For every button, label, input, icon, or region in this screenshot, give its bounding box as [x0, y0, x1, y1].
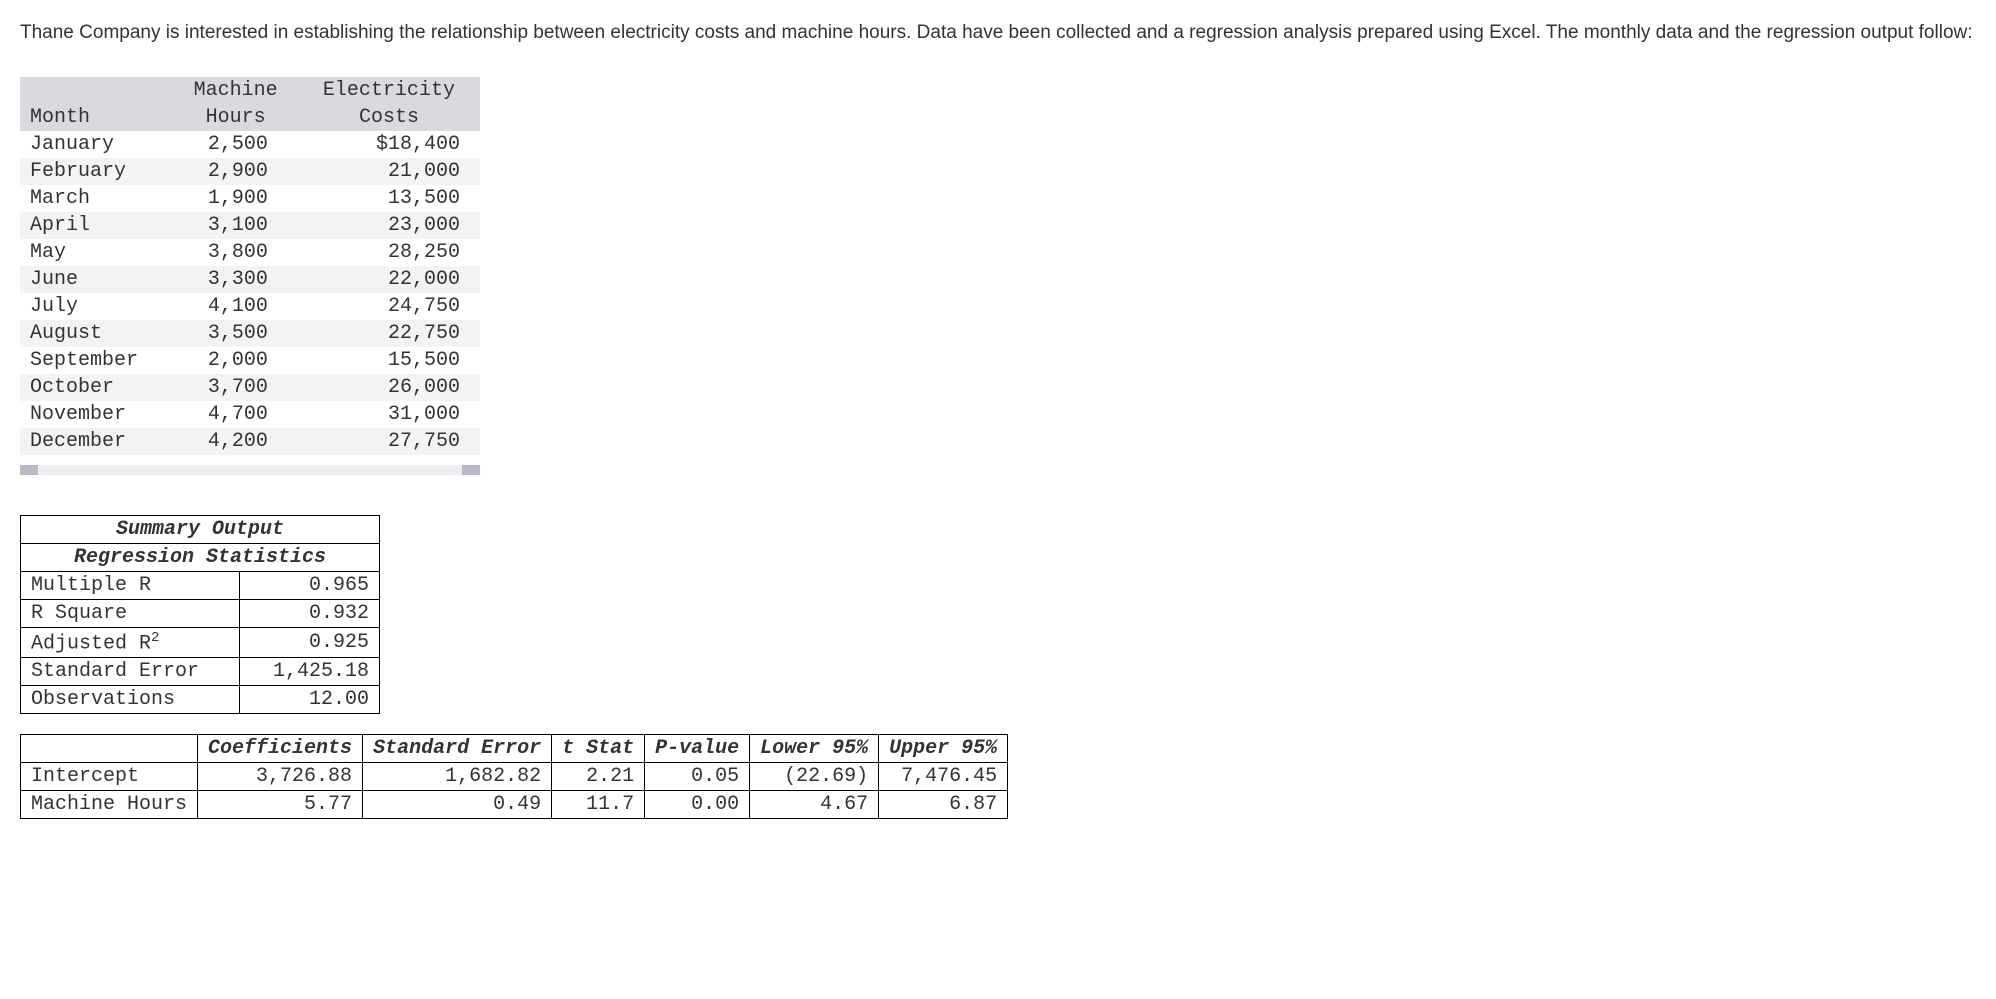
- coeff-header: t Stat: [552, 735, 645, 763]
- table-row: March1,90013,500: [20, 185, 480, 212]
- coeff-cell: 2.21: [552, 763, 645, 791]
- summary-label: Standard Error: [21, 658, 240, 686]
- cell-costs: 28,250: [298, 239, 480, 266]
- coeff-blank-header: [21, 735, 198, 763]
- cell-month: September: [20, 347, 173, 374]
- summary-row: Observations12.00: [21, 686, 380, 714]
- table-row: November4,70031,000: [20, 401, 480, 428]
- coeff-cell: 6.87: [879, 791, 1008, 819]
- cell-hours: 3,800: [173, 239, 298, 266]
- cell-month: January: [20, 131, 173, 158]
- cell-month: December: [20, 428, 173, 455]
- cell-costs: 22,000: [298, 266, 480, 293]
- cell-month: May: [20, 239, 173, 266]
- coeff-header: P-value: [645, 735, 750, 763]
- coeff-label: Intercept: [21, 763, 198, 791]
- coeff-cell: 0.00: [645, 791, 750, 819]
- summary-label: Adjusted R2: [21, 627, 240, 658]
- col-costs-header-1: Electricity: [298, 77, 480, 104]
- cell-hours: 4,700: [173, 401, 298, 428]
- table-row: February2,90021,000: [20, 158, 480, 185]
- summary-row: R Square0.932: [21, 599, 380, 627]
- monthly-data-table: Month Machine Electricity Hours Costs Ja…: [20, 77, 480, 455]
- cell-costs: 24,750: [298, 293, 480, 320]
- cell-costs: 31,000: [298, 401, 480, 428]
- cell-month: March: [20, 185, 173, 212]
- cell-hours: 2,900: [173, 158, 298, 185]
- summary-label: R Square: [21, 599, 240, 627]
- col-costs-header-2: Costs: [298, 104, 480, 131]
- col-month-header: Month: [20, 77, 173, 131]
- cell-hours: 3,100: [173, 212, 298, 239]
- table-row: May3,80028,250: [20, 239, 480, 266]
- cell-month: June: [20, 266, 173, 293]
- coeff-cell: 7,476.45: [879, 763, 1008, 791]
- cell-costs: 13,500: [298, 185, 480, 212]
- cell-hours: 4,200: [173, 428, 298, 455]
- summary-label: Multiple R: [21, 571, 240, 599]
- cell-costs: $18,400: [298, 131, 480, 158]
- cell-hours: 4,100: [173, 293, 298, 320]
- coeff-label: Machine Hours: [21, 791, 198, 819]
- intro-text: Thane Company is interested in establish…: [20, 20, 1976, 47]
- summary-row: Adjusted R20.925: [21, 627, 380, 658]
- col-hours-header-2: Hours: [173, 104, 298, 131]
- coeff-cell: 3,726.88: [198, 763, 363, 791]
- cell-costs: 21,000: [298, 158, 480, 185]
- summary-value: 0.925: [239, 627, 379, 658]
- cell-month: April: [20, 212, 173, 239]
- summary-value: 1,425.18: [239, 658, 379, 686]
- coefficients-table: CoefficientsStandard Errort StatP-valueL…: [20, 734, 1008, 819]
- summary-row: Multiple R0.965: [21, 571, 380, 599]
- coeff-header: Standard Error: [363, 735, 552, 763]
- table-row: September2,00015,500: [20, 347, 480, 374]
- coeff-cell: 4.67: [750, 791, 879, 819]
- coeff-cell: 5.77: [198, 791, 363, 819]
- coeff-header: Coefficients: [198, 735, 363, 763]
- cell-costs: 23,000: [298, 212, 480, 239]
- cell-hours: 2,500: [173, 131, 298, 158]
- cell-hours: 3,300: [173, 266, 298, 293]
- coeff-cell: 1,682.82: [363, 763, 552, 791]
- table-scrollbar[interactable]: [20, 465, 480, 475]
- table-row: October3,70026,000: [20, 374, 480, 401]
- cell-hours: 1,900: [173, 185, 298, 212]
- summary-label: Observations: [21, 686, 240, 714]
- cell-month: July: [20, 293, 173, 320]
- summary-value: 12.00: [239, 686, 379, 714]
- summary-output-table: Summary Output Regression Statistics Mul…: [20, 515, 380, 715]
- table-row: June3,30022,000: [20, 266, 480, 293]
- col-hours-header-1: Machine: [173, 77, 298, 104]
- coeff-row: Intercept3,726.881,682.822.210.05(22.69)…: [21, 763, 1008, 791]
- summary-value: 0.932: [239, 599, 379, 627]
- cell-month: October: [20, 374, 173, 401]
- coeff-header: Lower 95%: [750, 735, 879, 763]
- cell-month: February: [20, 158, 173, 185]
- coeff-cell: 11.7: [552, 791, 645, 819]
- coeff-header: Upper 95%: [879, 735, 1008, 763]
- coeff-row: Machine Hours5.770.4911.70.004.676.87: [21, 791, 1008, 819]
- table-row: December4,20027,750: [20, 428, 480, 455]
- cell-costs: 22,750: [298, 320, 480, 347]
- coeff-cell: (22.69): [750, 763, 879, 791]
- cell-hours: 3,700: [173, 374, 298, 401]
- coeff-cell: 0.05: [645, 763, 750, 791]
- table-row: August3,50022,750: [20, 320, 480, 347]
- summary-value: 0.965: [239, 571, 379, 599]
- summary-subtitle: Regression Statistics: [21, 543, 380, 571]
- cell-month: November: [20, 401, 173, 428]
- coeff-cell: 0.49: [363, 791, 552, 819]
- summary-title: Summary Output: [21, 515, 380, 543]
- cell-hours: 3,500: [173, 320, 298, 347]
- table-row: January2,500$18,400: [20, 131, 480, 158]
- table-row: July4,10024,750: [20, 293, 480, 320]
- summary-row: Standard Error1,425.18: [21, 658, 380, 686]
- cell-costs: 15,500: [298, 347, 480, 374]
- cell-costs: 27,750: [298, 428, 480, 455]
- cell-hours: 2,000: [173, 347, 298, 374]
- table-row: April3,10023,000: [20, 212, 480, 239]
- cell-month: August: [20, 320, 173, 347]
- cell-costs: 26,000: [298, 374, 480, 401]
